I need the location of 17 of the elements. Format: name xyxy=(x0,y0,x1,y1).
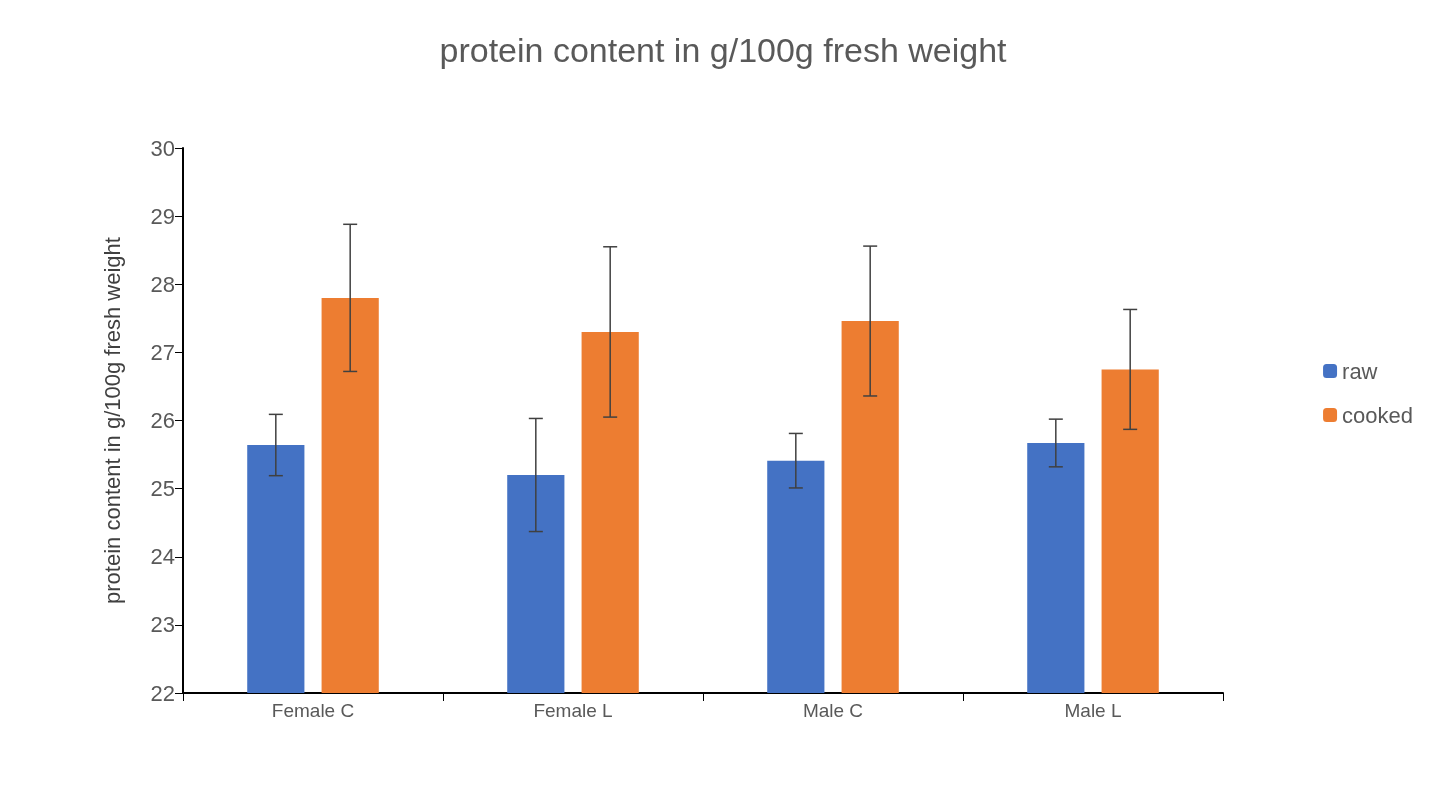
x-tick-label: Male C xyxy=(802,700,864,721)
legend-label: raw xyxy=(1342,358,1378,384)
y-tick-label: 25 xyxy=(150,476,175,502)
y-tick-label: 29 xyxy=(150,203,175,229)
y-tick-label: 26 xyxy=(150,408,175,433)
x-tick-label: Female L xyxy=(533,700,613,721)
y-tick-label: 22 xyxy=(150,680,175,706)
y-tick-label: 27 xyxy=(150,339,175,365)
x-tick-label: Female C xyxy=(271,700,355,721)
y-axis-title: protein content in g/100g fresh weight xyxy=(99,237,125,604)
x-tick-label: Male L xyxy=(1064,700,1122,721)
y-tick-label: 28 xyxy=(150,271,175,297)
y-tick-label: 23 xyxy=(150,612,175,638)
legend-label: cooked xyxy=(1342,402,1414,428)
y-tick-label: 30 xyxy=(150,135,175,161)
y-tick-label: 24 xyxy=(150,544,175,570)
chart-title: protein content in g/100g fresh weight xyxy=(439,31,1008,69)
